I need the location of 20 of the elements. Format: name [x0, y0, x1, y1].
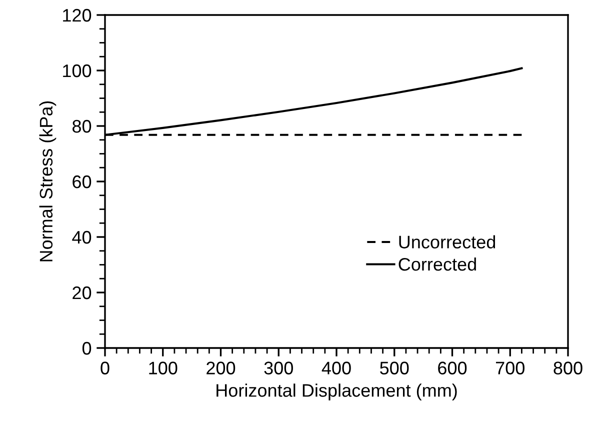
y-tick-label: 100	[63, 64, 92, 78]
x-tick-label: 100	[149, 362, 178, 374]
y-tick-label: 40	[72, 230, 92, 244]
y-axis-title: Normal Stress (kPa)	[39, 101, 56, 262]
x-tick-label: 0	[100, 362, 110, 374]
y-tick-label: 80	[72, 120, 92, 133]
y-tick-label: 120	[63, 8, 92, 22]
x-axis-title: Horizontal Displacement (mm)	[216, 384, 457, 400]
x-tick-label: 500	[380, 362, 409, 374]
y-tick-label: 20	[72, 286, 92, 300]
x-tick-label: 400	[322, 362, 351, 374]
y-tick-label: 60	[72, 175, 92, 188]
x-tick-label: 700	[496, 362, 524, 374]
x-tick-label: 800	[554, 362, 582, 374]
y-tick-label: 0	[82, 342, 92, 355]
x-tick-label: 300	[264, 362, 293, 374]
legend-label: Corrected	[398, 257, 476, 271]
legend-label: Uncorrected	[399, 235, 496, 248]
x-tick-label: 600	[438, 362, 467, 374]
x-tick-label: 200	[206, 362, 236, 374]
